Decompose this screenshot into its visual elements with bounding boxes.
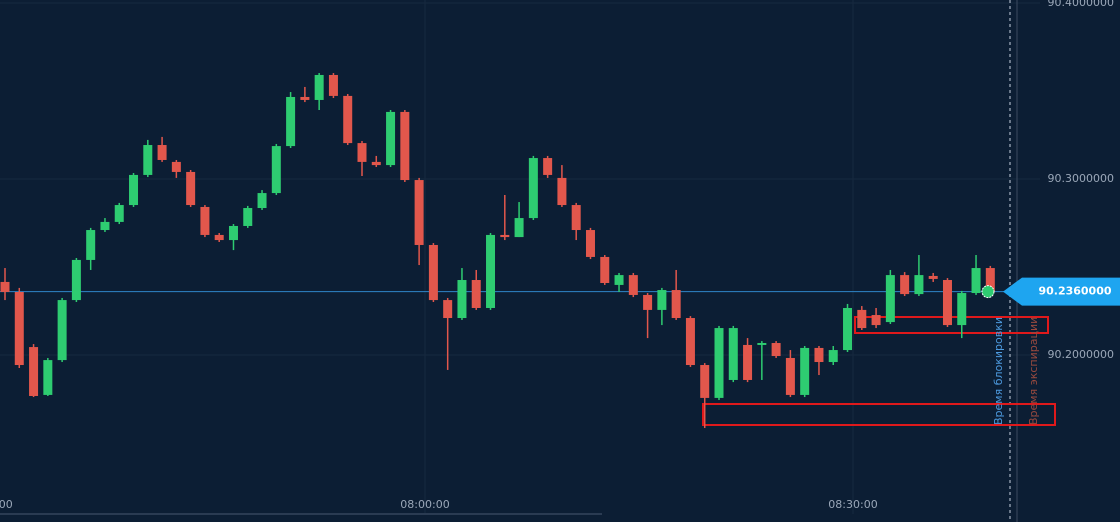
candle-body (828, 350, 838, 363)
candle-body (500, 234, 510, 238)
candle-body (114, 205, 124, 222)
y-tick-label: 90.4000000 (1048, 0, 1114, 9)
candle-body (971, 268, 981, 294)
candle-body (214, 234, 224, 241)
candle-body (486, 234, 496, 308)
candle-body (57, 300, 67, 361)
candle-body (885, 275, 895, 323)
highlight-box (702, 403, 1056, 426)
candle-body (471, 280, 481, 308)
y-tick-label: 90.2000000 (1048, 348, 1114, 361)
candle-body (428, 244, 438, 301)
candle-body (900, 275, 910, 295)
candle-body (514, 218, 524, 238)
candle-body (600, 256, 610, 283)
price-label: 90.2360000 (1038, 285, 1111, 298)
candle-body (200, 206, 210, 235)
candle-body (228, 225, 238, 241)
x-tick-label: 08:00:00 (400, 498, 449, 511)
candle-body (528, 158, 538, 219)
grid (0, 0, 1040, 514)
candle-body (343, 95, 353, 144)
candle-body (785, 357, 795, 395)
candle-body (957, 293, 967, 326)
candle-body (585, 230, 595, 257)
candle-body (271, 146, 281, 194)
candle-body (543, 158, 553, 175)
candle-body (700, 365, 710, 398)
candle-body (386, 111, 396, 166)
candle-body (43, 360, 53, 395)
candle-body (728, 328, 738, 380)
candle-body (257, 193, 267, 209)
candle-body (286, 96, 296, 147)
candle-body (443, 300, 453, 319)
candle-body (14, 291, 24, 366)
candle-body (714, 328, 724, 398)
candle-body (129, 174, 139, 206)
candle-body (671, 290, 681, 319)
candle-body (800, 347, 810, 395)
candle-body (614, 275, 624, 285)
lock-label: Время блокировки (992, 317, 1005, 425)
candle-body (814, 347, 824, 363)
candle-body (371, 161, 381, 166)
candle-body (757, 343, 767, 345)
price-tag (1003, 277, 1120, 306)
candle-body (857, 309, 867, 329)
y-tick-label: 90.3000000 (1048, 172, 1114, 185)
candle-body (314, 74, 324, 100)
candle-body (928, 275, 938, 279)
candle-body (628, 275, 638, 295)
candle-body (400, 111, 410, 181)
expiry-label: Время экспирации (1027, 317, 1040, 425)
candle-body (657, 290, 667, 310)
candle-body (71, 259, 81, 301)
candle-body (457, 280, 467, 319)
candle-body (743, 344, 753, 380)
candle-body (186, 171, 196, 206)
candle-body (771, 343, 781, 357)
candle-body (143, 145, 153, 175)
x-tick-label: 07:30:00 (0, 498, 13, 511)
candle-body (86, 230, 96, 260)
candle-body (357, 143, 367, 162)
candle-body (243, 208, 253, 226)
candle-body (985, 268, 995, 292)
candle-body (328, 74, 338, 96)
candle-body (414, 180, 424, 245)
candle-body (571, 205, 581, 231)
price-dot (981, 285, 995, 299)
candle-body (171, 161, 181, 172)
candle-body (685, 318, 695, 366)
candle-body (843, 307, 853, 351)
candle-body (643, 294, 653, 310)
x-tick-label: 08:30:00 (828, 498, 877, 511)
candle-body (157, 145, 167, 160)
candle-body (557, 177, 567, 206)
candle-body (29, 347, 39, 396)
candle-body (300, 96, 310, 100)
candle-body (0, 281, 10, 292)
candle-body (942, 280, 952, 326)
candle-body (871, 315, 881, 326)
candle-body (914, 275, 924, 295)
candle-body (100, 221, 110, 231)
